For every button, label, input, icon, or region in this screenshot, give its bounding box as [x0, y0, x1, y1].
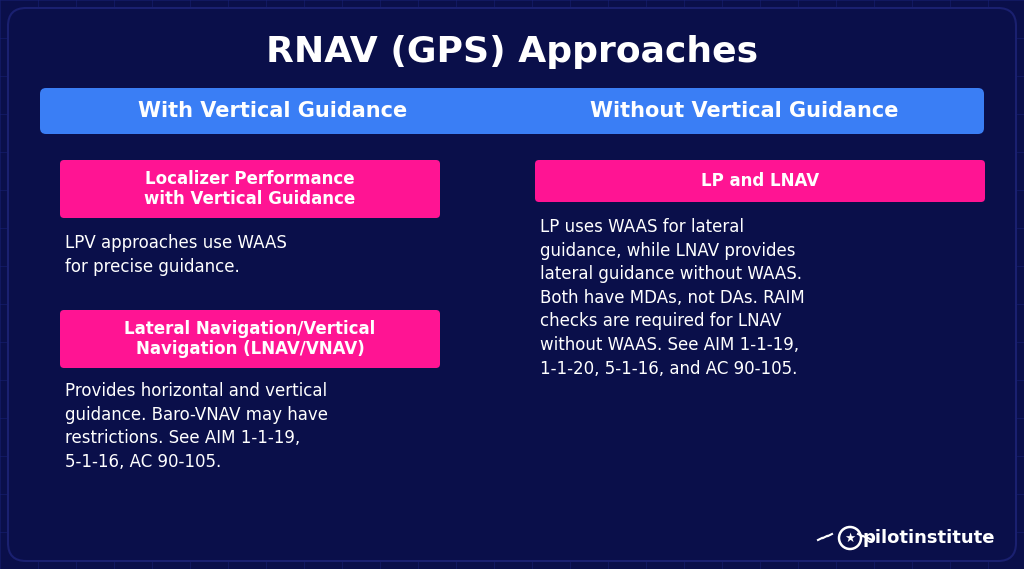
FancyBboxPatch shape	[60, 160, 440, 218]
Text: ★: ★	[845, 531, 856, 545]
Text: LP and LNAV: LP and LNAV	[701, 172, 819, 190]
Text: Without Vertical Guidance: Without Vertical Guidance	[590, 101, 899, 121]
FancyBboxPatch shape	[60, 310, 440, 368]
FancyBboxPatch shape	[535, 160, 985, 202]
Text: LP uses WAAS for lateral
guidance, while LNAV provides
lateral guidance without : LP uses WAAS for lateral guidance, while…	[540, 218, 805, 378]
Text: RNAV (GPS) Approaches: RNAV (GPS) Approaches	[266, 35, 758, 69]
Text: pilotinstitute: pilotinstitute	[863, 529, 995, 547]
Text: With Vertical Guidance: With Vertical Guidance	[138, 101, 408, 121]
Text: Localizer Performance
with Vertical Guidance: Localizer Performance with Vertical Guid…	[144, 170, 355, 208]
FancyBboxPatch shape	[40, 88, 984, 134]
Text: Lateral Navigation/Vertical
Navigation (LNAV/VNAV): Lateral Navigation/Vertical Navigation (…	[124, 320, 376, 358]
FancyBboxPatch shape	[8, 8, 1016, 561]
Text: Provides horizontal and vertical
guidance. Baro-VNAV may have
restrictions. See : Provides horizontal and vertical guidanc…	[65, 382, 328, 471]
Text: LPV approaches use WAAS
for precise guidance.: LPV approaches use WAAS for precise guid…	[65, 234, 287, 275]
